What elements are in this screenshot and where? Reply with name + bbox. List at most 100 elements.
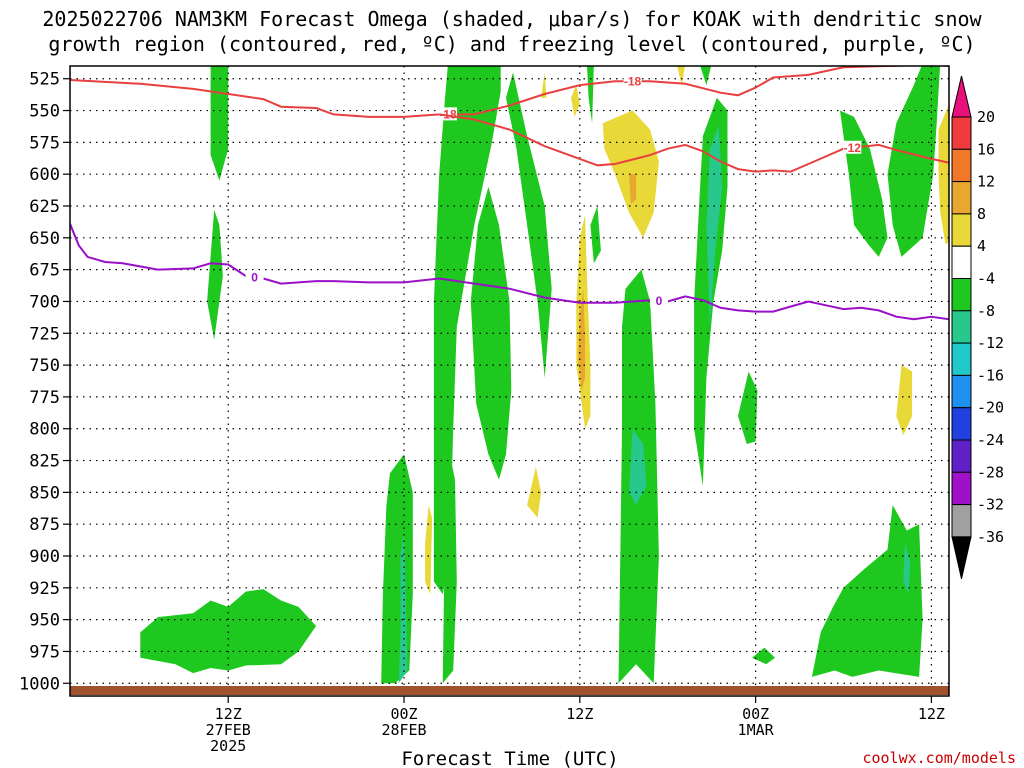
omega-region-4 bbox=[398, 530, 408, 684]
y-tick-label-650: 650 bbox=[29, 229, 60, 249]
y-tick-label-725: 725 bbox=[29, 324, 60, 344]
omega-region-7 bbox=[470, 186, 512, 480]
freezing-level-contour-label-bg-2 bbox=[980, 319, 998, 332]
x-tick-label-0-0: 12Z bbox=[215, 705, 242, 723]
colorbar-label-12: -32 bbox=[977, 496, 1004, 514]
omega-region-12 bbox=[629, 428, 647, 506]
dgz-minus12-contour-label-0: -12 bbox=[844, 141, 862, 155]
colorbar-label-9: -20 bbox=[977, 399, 1004, 417]
omega-region-21 bbox=[903, 543, 911, 595]
freezing-level-contour-label-bg-0 bbox=[245, 270, 264, 284]
omega-region-6 bbox=[442, 454, 457, 684]
omega-region-0 bbox=[210, 66, 229, 181]
colorbar-swatch-10 bbox=[951, 407, 972, 441]
colorbar-label-7: -12 bbox=[977, 334, 1004, 352]
y-tick-label-900: 900 bbox=[29, 547, 60, 567]
y-tick-label-1000: 1000 bbox=[19, 674, 60, 694]
omega-region-28 bbox=[629, 174, 637, 204]
omega-region-19 bbox=[887, 66, 941, 257]
omega-region-26 bbox=[571, 85, 580, 117]
y-tick-label-925: 925 bbox=[29, 579, 60, 599]
colorbar-label-2: 12 bbox=[977, 173, 995, 191]
y-tick-label-675: 675 bbox=[29, 261, 60, 281]
colorbar-swatch-12 bbox=[951, 471, 972, 506]
plot-frame bbox=[69, 65, 950, 697]
colorbar-label-8: -16 bbox=[977, 366, 1004, 384]
y-tick-label-975: 975 bbox=[29, 642, 60, 662]
dgz-minus12-contour-label-bg-0 bbox=[843, 140, 862, 154]
y-tick-label-775: 775 bbox=[29, 388, 60, 408]
dgz-minus12-contour-line bbox=[439, 113, 949, 173]
y-tick-label-825: 825 bbox=[29, 452, 60, 472]
source-credit: coolwx.com/models bbox=[862, 749, 1016, 767]
omega-region-27 bbox=[602, 110, 659, 238]
x-axis-label: Forecast Time (UTC) bbox=[401, 748, 618, 768]
colorbar-label-10: -24 bbox=[977, 431, 1004, 449]
colorbar-swatch-8 bbox=[951, 342, 972, 376]
x-tick-label-40-0: 12Z bbox=[918, 705, 945, 723]
temperature-contours: -18 -18 -12 0 0 0 bbox=[70, 66, 998, 332]
x-tick-label-10-0: 00Z bbox=[390, 705, 417, 723]
ground-surface bbox=[70, 686, 949, 695]
dgz-minus18-contour-label-0: -18 bbox=[439, 107, 457, 121]
omega-region-9 bbox=[587, 66, 594, 124]
x-tick-label-0-1: 27FEB bbox=[206, 721, 251, 739]
omega-region-16 bbox=[738, 371, 758, 444]
omega-region-31 bbox=[677, 66, 685, 86]
colorbar-swatch-7 bbox=[951, 310, 972, 344]
freezing-level-contour-label-1: 0 bbox=[656, 294, 663, 308]
omega-region-10 bbox=[590, 206, 601, 264]
x-tick-label-10-1: 28FEB bbox=[381, 721, 426, 739]
colorbar-label-5: -4 bbox=[977, 270, 995, 288]
omega-region-32 bbox=[938, 104, 949, 245]
colorbar-label-1: 16 bbox=[977, 140, 995, 158]
colorbar-swatch-1 bbox=[951, 116, 972, 150]
y-tick-label-800: 800 bbox=[29, 420, 60, 440]
x-tick-label-0-2: 2025 bbox=[210, 737, 246, 755]
colorbar-bottom-arrow bbox=[951, 536, 972, 580]
colorbar-swatch-4 bbox=[951, 213, 972, 247]
y-tick-label-850: 850 bbox=[29, 483, 60, 503]
omega-region-18 bbox=[840, 110, 888, 257]
freezing-level-contour-label-bg-1 bbox=[649, 293, 668, 307]
y-tick-label-550: 550 bbox=[29, 102, 60, 122]
colorbar-swatch-3 bbox=[951, 181, 972, 215]
omega-colorbar: 20 16 12 8 4 -4 -8 -12 -16 -20 -24 -28 -32 -36 bbox=[951, 75, 1004, 580]
colorbar-swatch-5 bbox=[951, 245, 972, 279]
colorbar-label-11: -28 bbox=[977, 463, 1004, 481]
y-tick-label-950: 950 bbox=[29, 611, 60, 631]
omega-shading bbox=[140, 66, 1020, 684]
colorbar-label-0: 20 bbox=[977, 108, 995, 126]
colorbar-swatch-9 bbox=[951, 374, 972, 409]
omega-region-23 bbox=[1016, 225, 1020, 301]
colorbar-label-3: 8 bbox=[977, 205, 986, 223]
omega-region-29 bbox=[527, 466, 542, 518]
y-tick-label-575: 575 bbox=[29, 133, 60, 153]
colorbar-swatch-13 bbox=[951, 504, 972, 538]
omega-region-17 bbox=[752, 647, 775, 665]
omega-region-33 bbox=[896, 365, 913, 436]
y-tick-label-525: 525 bbox=[29, 70, 60, 90]
colorbar-swatch-11 bbox=[951, 439, 972, 473]
omega-region-30 bbox=[425, 505, 433, 595]
chart-title-line-2: growth region (contoured, red, ºC) and f… bbox=[48, 32, 975, 56]
y-tick-label-750: 750 bbox=[29, 356, 60, 376]
x-tick-label-20-0: 12Z bbox=[566, 705, 593, 723]
chart-title-line-1: 2025022706 NAM3KM Forecast Omega (shaded… bbox=[42, 7, 982, 31]
omega-region-2 bbox=[140, 589, 317, 674]
omega-region-3 bbox=[381, 454, 413, 684]
colorbar-swatch-6 bbox=[951, 278, 972, 312]
dgz-minus18-contour-label-1: -18 bbox=[624, 74, 642, 88]
pressure-axis: 525 550 575 600 625 650 675 700 725 750 775 800 825 8… bbox=[19, 70, 70, 694]
freezing-level-contour-label-0: 0 bbox=[251, 270, 258, 284]
omega-region-14 bbox=[706, 125, 723, 327]
x-tick-label-30-1: 1MAR bbox=[738, 721, 775, 739]
y-tick-label-700: 700 bbox=[29, 292, 60, 312]
omega-region-20 bbox=[811, 505, 923, 677]
omega-region-15 bbox=[700, 66, 712, 86]
y-tick-label-625: 625 bbox=[29, 197, 60, 217]
colorbar-label-13: -36 bbox=[977, 528, 1004, 546]
dgz-minus18-contour-label-bg-1 bbox=[623, 74, 642, 88]
